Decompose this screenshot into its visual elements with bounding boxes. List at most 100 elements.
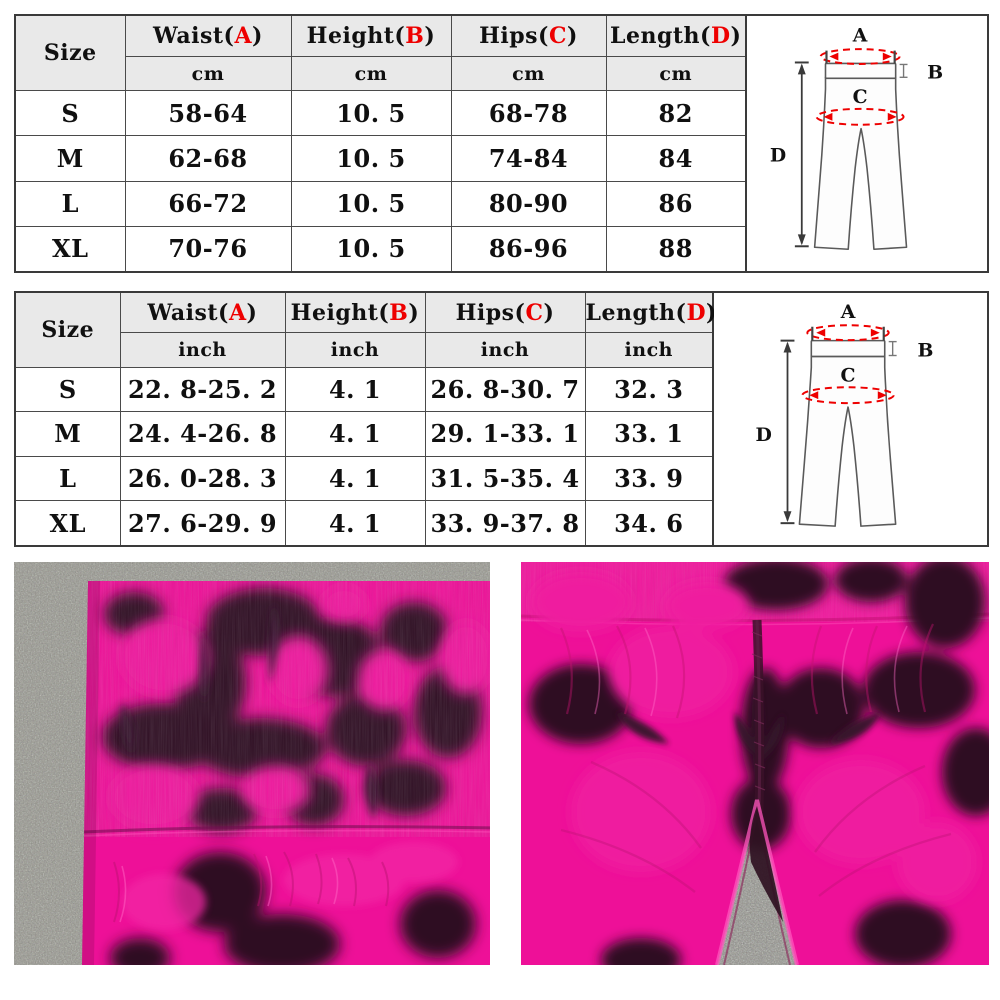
cell-waist: 27. 6-29. 9 — [119, 500, 286, 547]
cell-hips: 74-84 — [450, 135, 607, 182]
cell-hips: 33. 9-37. 8 — [424, 500, 586, 547]
table-unit-row: inch inch inch inch — [15, 332, 714, 368]
table-row: L 26. 0-28. 3 4. 1 31. 5-35. 4 33. 9 — [14, 455, 714, 502]
cell-size: XL — [14, 225, 126, 273]
header-height-letter: B — [405, 22, 425, 49]
size-table-inch: Size Waist(A) Height(B) Hips(C) Length(D… — [14, 291, 716, 547]
cell-hips: 68-78 — [450, 90, 607, 137]
header-height: Height(B) — [284, 291, 426, 334]
cell-hips: 80-90 — [450, 180, 607, 227]
cell-hips: 31. 5-35. 4 — [424, 455, 586, 502]
cell-length: 88 — [605, 225, 747, 273]
diagram-label-c: C — [840, 364, 855, 386]
hips-measure-ellipse — [800, 386, 895, 405]
cell-length: 82 — [605, 90, 747, 137]
cell-waist: 22. 8-25. 2 — [119, 366, 286, 413]
unit-height: inch — [284, 332, 426, 368]
size-table-cm: Size Waist(A) Height(B) Hips(C) Length(D… — [14, 14, 747, 273]
unit-height: cm — [290, 55, 452, 92]
diagram-label-b: B — [917, 340, 933, 362]
cell-size: S — [14, 366, 121, 413]
cell-size: L — [14, 180, 126, 227]
cell-length: 34. 6 — [584, 500, 714, 547]
header-height-name: Height — [290, 299, 379, 326]
cell-height: 10. 5 — [290, 225, 452, 273]
cell-waist: 58-64 — [124, 90, 292, 137]
unit-waist: cm — [124, 55, 292, 92]
diagram-label-a: A — [839, 301, 855, 323]
header-size: Size — [14, 291, 121, 368]
product-photo-waistband — [14, 562, 490, 965]
header-length: Length(D) — [584, 291, 716, 334]
table-row: XL 70-76 10. 5 86-96 88 — [14, 225, 747, 273]
cell-size: M — [14, 135, 126, 182]
table-row: S 58-64 10. 5 68-78 82 — [14, 90, 747, 137]
table-row: XL 27. 6-29. 9 4. 1 33. 9-37. 8 34. 6 — [14, 500, 714, 547]
diagram-label-d: D — [755, 424, 771, 446]
size-chart-block-inch: Size Waist(A) Height(B) Hips(C) Length(D… — [14, 291, 989, 547]
header-hips: Hips(C) — [424, 291, 586, 334]
unit-waist: inch — [119, 332, 286, 368]
table-row: L 66-72 10. 5 80-90 86 — [14, 180, 747, 227]
pants-measurement-diagram-cm: A B C D — [747, 14, 989, 273]
cell-size: L — [14, 455, 121, 502]
header-height-name: Height — [306, 22, 395, 49]
header-height: Height(B) — [290, 14, 452, 57]
waist-measure-ellipse — [819, 47, 901, 65]
product-photo-seam — [521, 562, 989, 965]
unit-length: inch — [584, 332, 714, 368]
cell-size: S — [14, 90, 126, 137]
header-hips-name: Hips — [479, 22, 539, 49]
header-hips-letter: C — [548, 22, 567, 49]
size-chart-block-cm: Size Waist(A) Height(B) Hips(C) Length(D… — [14, 14, 989, 273]
diagram-label-a: A — [852, 24, 868, 46]
unit-hips: cm — [450, 55, 607, 92]
header-waist: Waist(A) — [124, 14, 292, 57]
cell-waist: 24. 4-26. 8 — [119, 411, 286, 457]
cell-hips: 26. 8-30. 7 — [424, 366, 586, 413]
cell-length: 32. 3 — [584, 366, 714, 413]
header-length-name: Length — [610, 22, 701, 49]
cell-length: 33. 9 — [584, 455, 714, 502]
header-hips-letter: C — [525, 299, 544, 326]
cell-hips: 29. 1-33. 1 — [424, 411, 586, 457]
header-waist-name: Waist — [147, 299, 219, 326]
pants-measurement-diagram-inch: A B C D — [714, 291, 989, 547]
header-size: Size — [14, 14, 126, 92]
table-row: M 62-68 10. 5 74-84 84 — [14, 135, 747, 182]
table-unit-row: cm cm cm cm — [15, 55, 747, 92]
cell-height: 4. 1 — [284, 366, 426, 413]
header-hips: Hips(C) — [450, 14, 607, 57]
cell-height: 10. 5 — [290, 180, 452, 227]
cell-length: 33. 1 — [584, 411, 714, 457]
cell-size: M — [14, 411, 121, 457]
header-length-letter: D — [686, 299, 707, 326]
header-hips-name: Hips — [455, 299, 515, 326]
table-header-row: Size Waist(A) Height(B) Hips(C) Length(D… — [14, 14, 747, 92]
waist-measure-ellipse — [805, 324, 890, 342]
diagram-label-d: D — [770, 144, 786, 166]
cell-waist: 70-76 — [124, 225, 292, 273]
cell-length: 84 — [605, 135, 747, 182]
table-header-row: Size Waist(A) Height(B) Hips(C) Length(D… — [14, 291, 716, 368]
unit-length: cm — [605, 55, 747, 92]
cell-height: 4. 1 — [284, 455, 426, 502]
cell-waist: 26. 0-28. 3 — [119, 455, 286, 502]
diagram-label-b: B — [927, 61, 943, 83]
cell-waist: 62-68 — [124, 135, 292, 182]
header-waist-name: Waist — [153, 22, 224, 49]
header-length: Length(D) — [605, 14, 747, 57]
cell-height: 4. 1 — [284, 500, 426, 547]
cell-hips: 86-96 — [450, 225, 607, 273]
cell-size: XL — [14, 500, 121, 547]
cell-height: 10. 5 — [290, 90, 452, 137]
header-length-letter: D — [710, 22, 731, 49]
header-waist: Waist(A) — [119, 291, 286, 334]
unit-hips: inch — [424, 332, 586, 368]
diagram-label-c: C — [853, 85, 868, 107]
header-waist-letter: A — [234, 22, 253, 49]
cell-length: 86 — [605, 180, 747, 227]
cell-waist: 66-72 — [124, 180, 292, 227]
cell-height: 10. 5 — [290, 135, 452, 182]
